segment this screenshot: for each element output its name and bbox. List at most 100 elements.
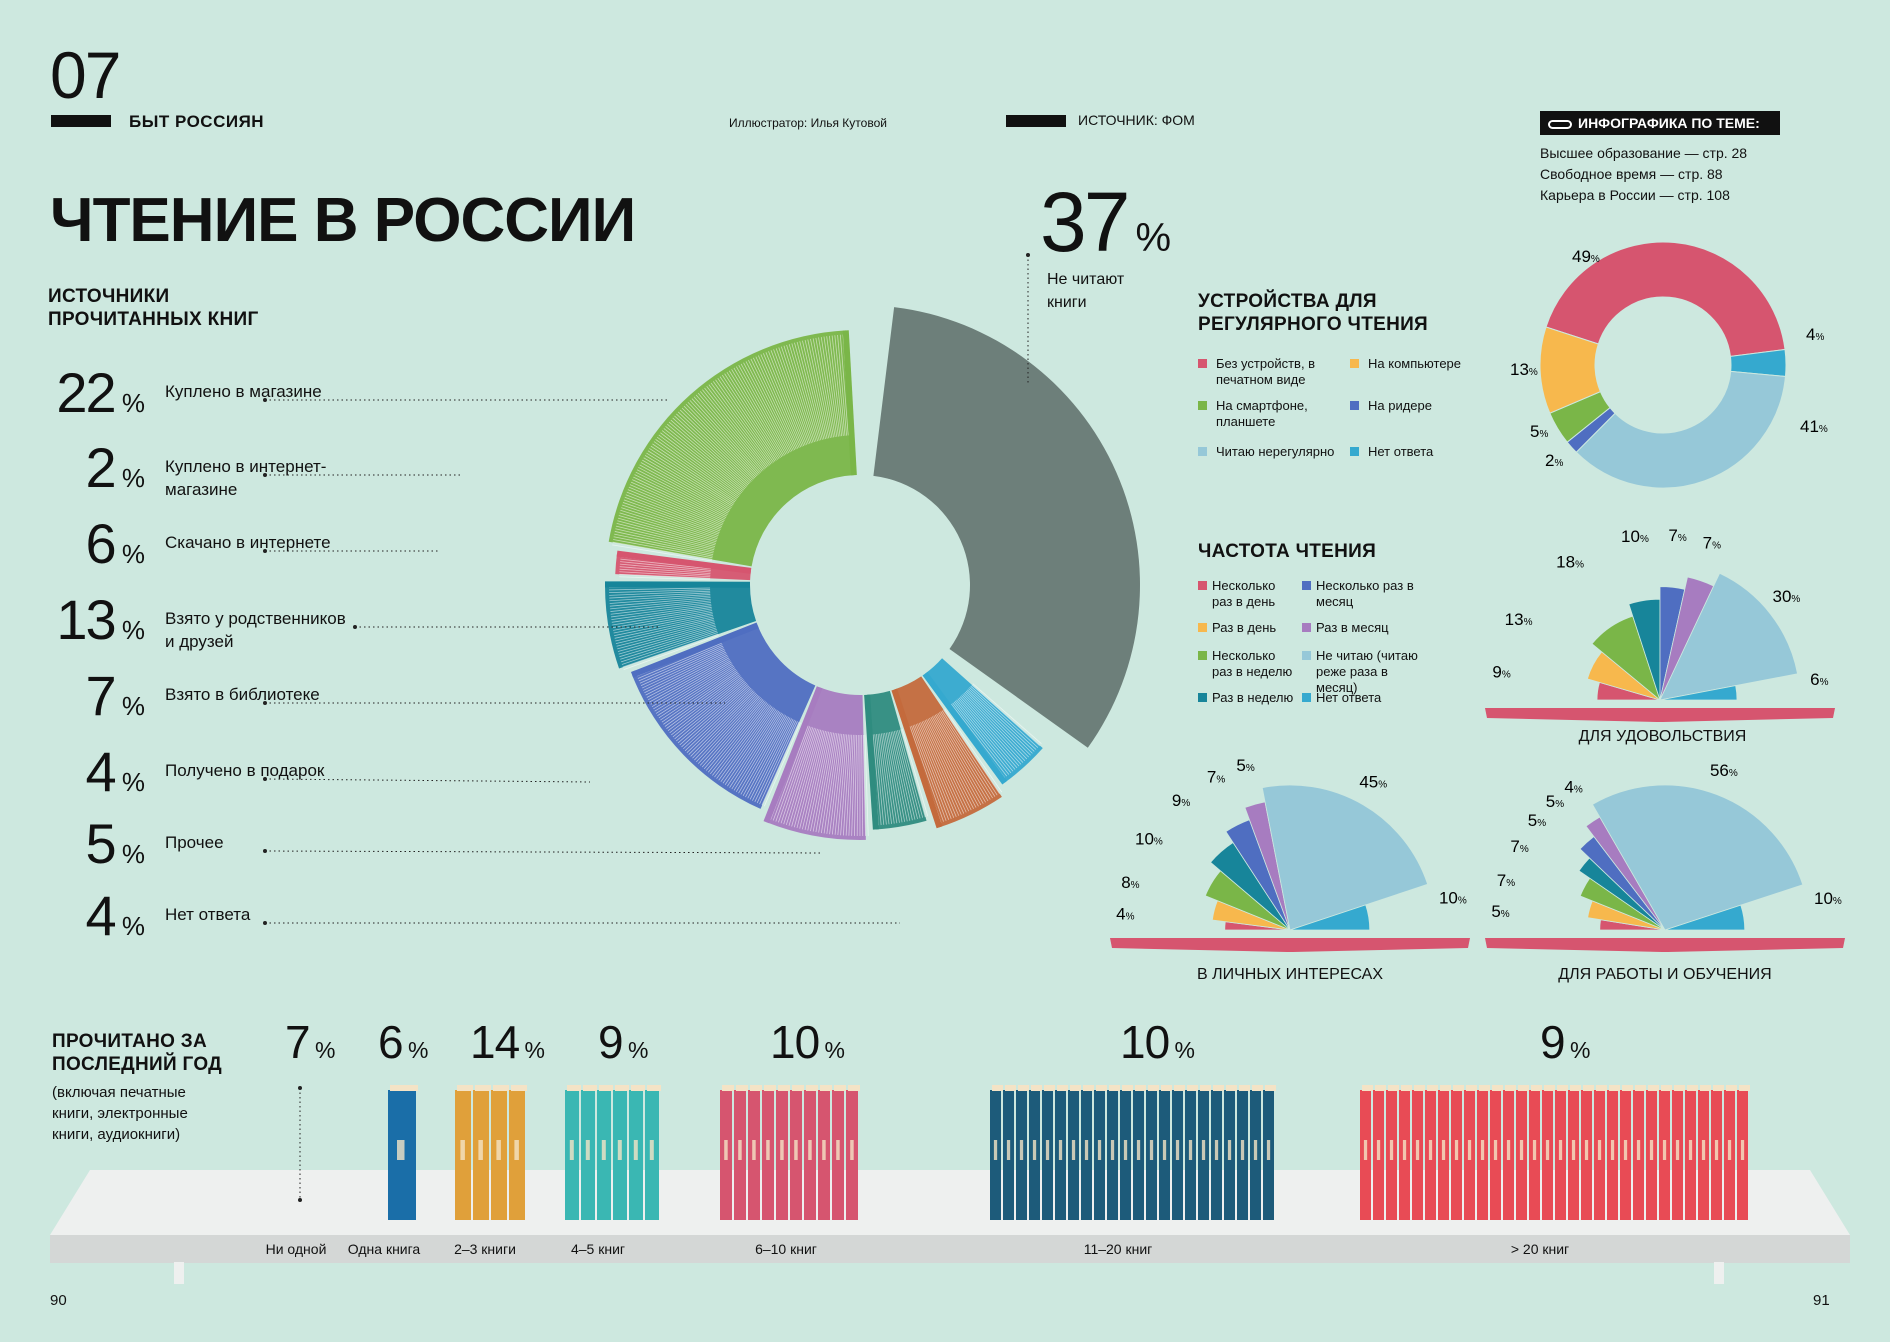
source-bar <box>1006 115 1066 127</box>
page-line <box>615 618 714 642</box>
donut-label: 5% <box>1530 422 1548 441</box>
book-pages <box>1557 1085 1568 1091</box>
page-line <box>735 366 787 455</box>
page-line <box>714 704 770 778</box>
page-line <box>791 343 820 441</box>
page-line <box>706 386 769 467</box>
pct-sign: % <box>1131 880 1140 891</box>
page-line <box>900 729 926 818</box>
pct-sign: % <box>1501 909 1510 920</box>
half-pie-label: 4% <box>1564 778 1582 797</box>
page-line <box>661 430 742 494</box>
book-label <box>1493 1140 1498 1160</box>
book-label <box>993 1140 998 1160</box>
book-label <box>1188 1140 1193 1160</box>
page-line <box>610 598 711 610</box>
page-line <box>651 660 731 708</box>
legend-item: Без устройств, в печатном виде <box>1198 356 1338 388</box>
page-number-right: 91 <box>1813 1292 1830 1309</box>
book-label <box>649 1140 654 1160</box>
page-line <box>708 384 770 466</box>
page-line <box>876 734 887 825</box>
book-group <box>720 1085 860 1220</box>
page-line <box>615 525 715 551</box>
page-line <box>619 627 717 658</box>
book-pages <box>1674 1085 1685 1091</box>
page-line <box>689 400 759 475</box>
book-label <box>1389 1140 1394 1160</box>
page-line <box>721 374 779 460</box>
page-line <box>780 727 814 824</box>
year-label: > 20 книг <box>1510 1241 1570 1257</box>
page-line <box>676 413 751 484</box>
page-line <box>634 474 726 520</box>
year-label: 6–10 книг <box>755 1241 817 1257</box>
page-line <box>938 712 993 799</box>
page-line <box>657 665 735 716</box>
page-line <box>619 563 711 573</box>
pct-sign: % <box>1529 367 1538 378</box>
related-link[interactable]: Высшее образование — стр. 28 <box>1540 145 1748 161</box>
source-value: 4 % <box>85 740 146 803</box>
source-label: Прочее <box>165 833 224 852</box>
page-line <box>622 502 719 537</box>
page-line <box>812 338 833 438</box>
page-line <box>820 336 838 437</box>
page-line <box>837 334 847 436</box>
book-label <box>1214 1140 1219 1160</box>
page-line <box>965 690 1031 756</box>
page-line <box>637 642 722 679</box>
book-cover <box>864 694 879 830</box>
page-line <box>611 605 712 621</box>
page-line <box>810 338 831 439</box>
book-pages <box>1096 1085 1107 1091</box>
page-line <box>804 731 828 830</box>
page-line <box>620 630 718 663</box>
pct-sign: % <box>1640 534 1649 545</box>
book-pages <box>1083 1085 1094 1091</box>
page-line <box>765 352 805 447</box>
year-label: Одна книга <box>347 1241 421 1257</box>
book-pages <box>1531 1085 1542 1091</box>
half-pie-slice <box>1591 784 1804 931</box>
half-pie-label: 5% <box>1491 902 1509 921</box>
page-line <box>617 622 716 650</box>
page-line <box>897 730 921 819</box>
book-pages <box>1700 1085 1711 1091</box>
half-pie-label: 7% <box>1703 534 1721 553</box>
book-pages <box>390 1085 418 1091</box>
page-line <box>731 711 781 790</box>
book-label <box>1428 1140 1433 1160</box>
page-line <box>617 624 716 652</box>
page-line <box>722 708 776 784</box>
book-pages <box>1148 1085 1159 1091</box>
not-reading-label: Не читают книги <box>1047 271 1125 311</box>
pct-sign: % <box>1216 775 1225 786</box>
legend-swatch <box>1198 623 1207 632</box>
page-line <box>957 698 1018 769</box>
page-line <box>692 692 757 759</box>
related-link[interactable]: Карьера в России — стр. 108 <box>1540 187 1730 203</box>
page-line <box>729 710 780 788</box>
book-pages <box>1239 1085 1250 1091</box>
related-link[interactable]: Свободное время — стр. 88 <box>1540 166 1723 182</box>
book-label <box>1532 1140 1537 1160</box>
page-line <box>716 705 772 779</box>
page-line <box>754 719 795 802</box>
page-line <box>724 709 777 785</box>
legend-item: Раз в неделю <box>1198 690 1298 706</box>
page-line <box>845 734 853 836</box>
donut-slice <box>1545 241 1786 357</box>
book-group <box>565 1085 661 1220</box>
legend-item: На смартфоне, планшете <box>1198 398 1338 430</box>
pct-sign: % <box>1678 533 1687 544</box>
page-line <box>761 721 800 806</box>
page-line <box>638 644 723 682</box>
book-pages <box>1213 1085 1224 1091</box>
book-cover <box>630 622 759 678</box>
page-line <box>724 373 780 459</box>
page-line <box>654 663 733 712</box>
page-line <box>707 701 766 773</box>
half-pie-slice <box>1261 784 1429 931</box>
